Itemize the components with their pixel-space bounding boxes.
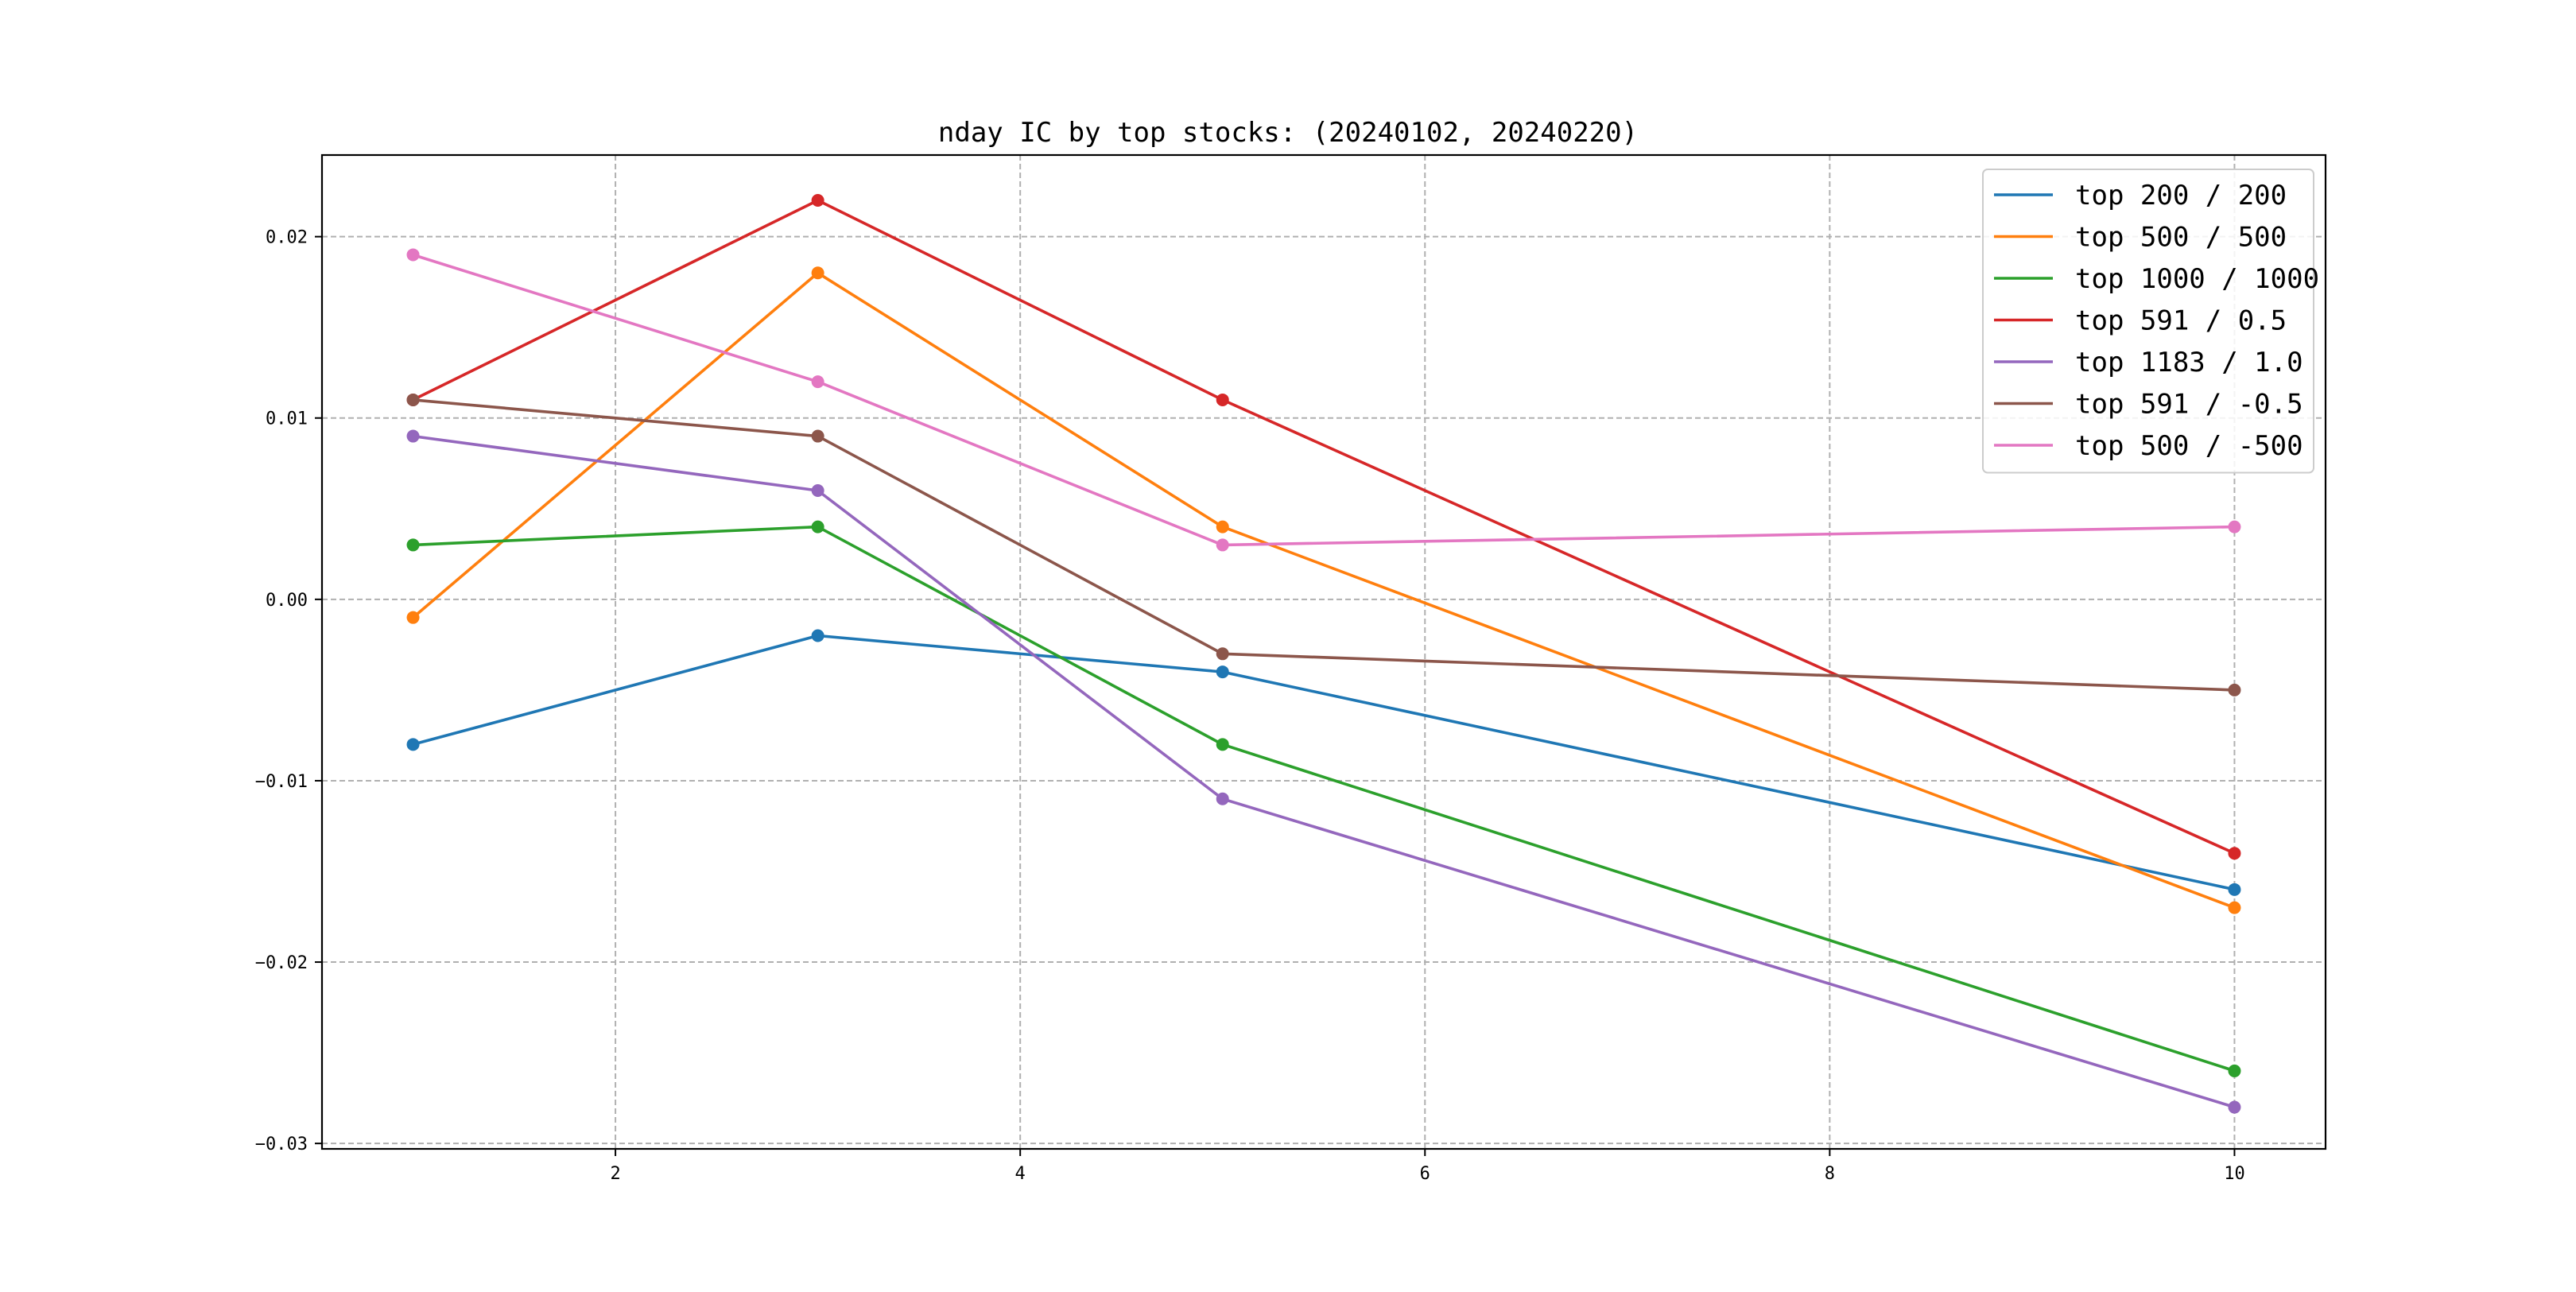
data-point: [2228, 847, 2241, 860]
y-tick-label: −0.03: [255, 1135, 308, 1154]
series-5: [406, 429, 2241, 1114]
data-point: [1216, 738, 1229, 751]
data-point: [2228, 1064, 2241, 1077]
legend-item: top 591 / -0.5: [1994, 389, 2303, 421]
legend-label: top 591 / 0.5: [2075, 305, 2287, 337]
series-2: [406, 266, 2241, 914]
y-tick-label: 0.02: [266, 228, 308, 248]
data-point: [811, 375, 824, 389]
data-point: [1216, 520, 1229, 533]
x-tick-label: 10: [2224, 1164, 2245, 1184]
data-point: [811, 629, 824, 642]
data-point: [1216, 665, 1229, 679]
legend-item: top 1183 / 1.0: [1994, 347, 2303, 378]
series-line: [413, 398, 2235, 692]
data-point: [2228, 1100, 2241, 1114]
legend-item: top 500 / -500: [1994, 430, 2303, 462]
series-line: [412, 253, 2235, 547]
data-point: [406, 738, 420, 751]
plot-frame: [320, 153, 2327, 1150]
chart-title: nday IC by top stocks: (20240102, 202402…: [938, 117, 1638, 149]
data-point: [406, 393, 420, 406]
axis-ticks: 2 4 6 8 10 0.02 0.01 0.00 −0.01 −0.02 −0.03: [255, 228, 2245, 1184]
data-point: [811, 194, 824, 208]
legend-item: top 1000 / 1000: [1994, 263, 2319, 295]
y-tick-label: 0.01: [266, 409, 308, 429]
data-point: [406, 248, 420, 262]
series-1: [406, 629, 2241, 896]
series-line: [413, 434, 2236, 1109]
data-point: [406, 429, 420, 443]
data-point: [1216, 538, 1229, 552]
data-point: [406, 611, 420, 624]
series-line: [412, 271, 2236, 910]
y-tick-label: 0.00: [266, 591, 308, 611]
x-tick-label: 6: [1420, 1164, 1430, 1184]
series-line: [412, 199, 2236, 855]
legend-item: top 200 / 200: [1994, 180, 2287, 211]
data-point: [1216, 792, 1229, 805]
x-tick-label: 4: [1015, 1164, 1026, 1184]
legend: top 200 / 200 top 500 / 500 top 1000 / 100…: [1982, 169, 2319, 474]
data-point: [1216, 647, 1229, 661]
legend-label: top 200 / 200: [2075, 180, 2287, 211]
data-point: [811, 520, 824, 533]
data-point: [811, 483, 824, 497]
data-point: [1216, 393, 1229, 406]
series-line: [413, 525, 2236, 1073]
y-tick-label: −0.02: [255, 953, 308, 973]
legend-label: top 1183 / 1.0: [2075, 347, 2303, 378]
data-point: [2228, 901, 2241, 914]
legend-label: top 500 / -500: [2075, 430, 2303, 462]
y-tick-label: −0.01: [255, 772, 308, 792]
series-3: [406, 520, 2241, 1077]
legend-label: top 500 / 500: [2075, 222, 2287, 254]
data-point: [811, 429, 824, 443]
data-point: [406, 538, 420, 552]
data-point: [2228, 683, 2241, 696]
legend-item: top 591 / 0.5: [1994, 305, 2287, 337]
legend-label: top 1000 / 1000: [2075, 263, 2319, 295]
legend-label: top 591 / -0.5: [2075, 389, 2303, 421]
legend-item: top 500 / 500: [1994, 222, 2287, 254]
series-layer: [406, 194, 2241, 1114]
x-tick-label: 2: [610, 1164, 620, 1184]
grid: [322, 155, 2326, 1149]
data-point: [2228, 883, 2241, 896]
series-6: [406, 393, 2241, 696]
x-tick-label: 8: [1825, 1164, 1835, 1184]
data-point: [2228, 520, 2241, 533]
series-line: [413, 634, 2235, 891]
data-point: [811, 266, 824, 280]
series-7: [406, 248, 2241, 552]
legend-box: [1982, 169, 2314, 474]
